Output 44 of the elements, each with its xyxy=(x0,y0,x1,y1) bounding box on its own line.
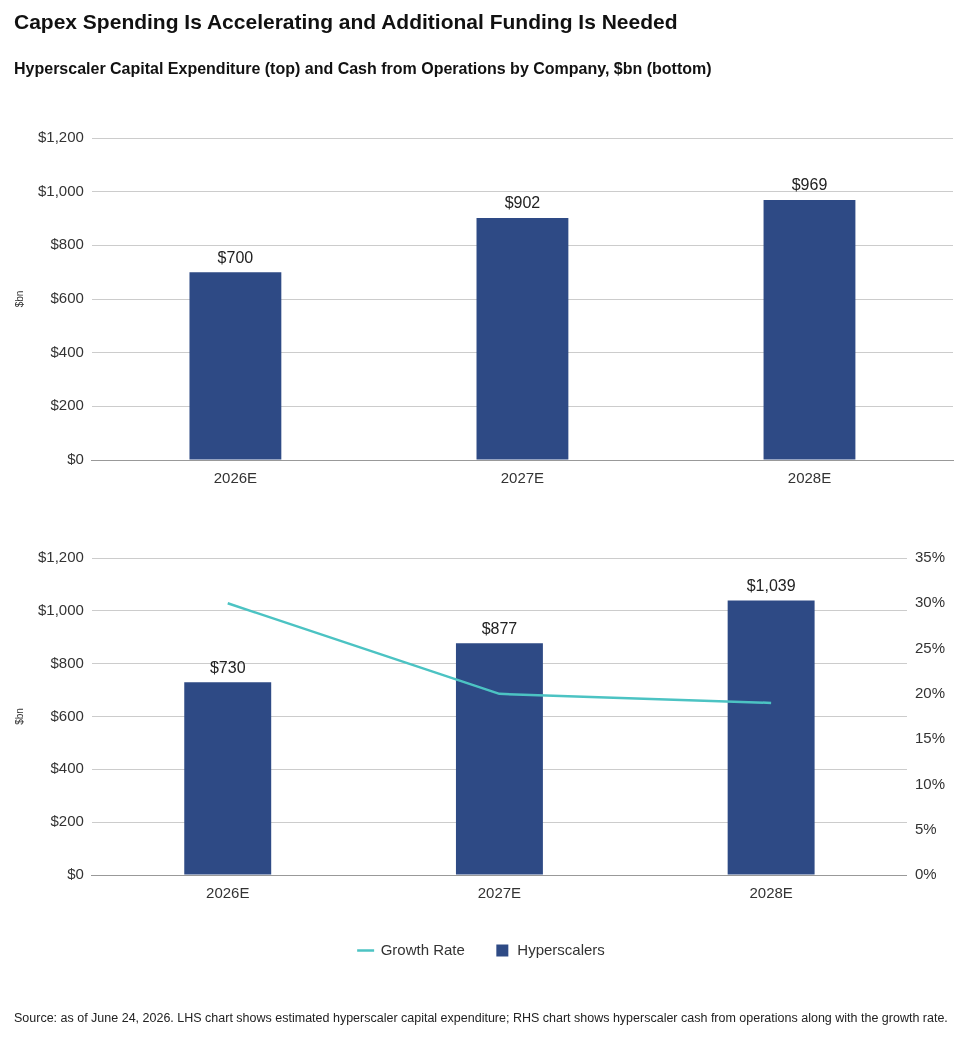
y-axis-title: $bn xyxy=(13,708,25,725)
y2-tick-label: 20% xyxy=(914,684,946,701)
y2-tick-label: 0% xyxy=(914,865,937,883)
y2-tick-label: 5% xyxy=(914,819,937,837)
x-tick-label: 2028E xyxy=(787,469,832,487)
y2-tick-label: 10% xyxy=(914,774,946,792)
y-tick-label: $600 xyxy=(50,289,84,307)
bar xyxy=(455,643,543,875)
data-label: $1,039 xyxy=(746,576,796,594)
x-tick-label: 2026E xyxy=(213,469,258,487)
legend-label: Hyperscalers xyxy=(517,940,605,958)
y-tick-label: $1,000 xyxy=(37,600,84,618)
data-label: $877 xyxy=(481,619,518,637)
y-tick-label: $0 xyxy=(67,450,84,468)
y-tick-label: $200 xyxy=(50,396,84,414)
y2-tick-label: 30% xyxy=(914,593,946,611)
y-tick-label: $1,000 xyxy=(37,181,84,199)
y-tick-label: $1,200 xyxy=(37,128,84,146)
y2-tick-label: 15% xyxy=(914,729,946,747)
y-tick-label: $800 xyxy=(50,653,84,671)
bar xyxy=(184,682,272,875)
source-note: Source: as of June 24, 2026. LHS chart shows estimated hyperscaler capital expenditure; RHS chart shows hyperscaler cash from operations along with the growth rate. xyxy=(14,1010,949,1027)
y-tick-label: $0 xyxy=(67,865,84,883)
chart-subtitle: Hyperscaler Capital Expenditure (top) and Cash from Operations by Company, $bn (bottom) xyxy=(14,60,713,78)
bar xyxy=(727,600,815,875)
y-tick-label: $1,200 xyxy=(37,548,84,566)
y2-tick-label: 35% xyxy=(914,548,946,566)
data-label: $969 xyxy=(791,176,828,194)
chart-title: Capex Spending Is Accelerating and Additional Funding Is Needed xyxy=(14,10,679,34)
data-label: $700 xyxy=(217,248,254,266)
x-tick-label: 2027E xyxy=(500,469,545,487)
y-tick-label: $400 xyxy=(50,342,84,360)
x-tick-label: 2027E xyxy=(477,884,522,902)
y-tick-label: $800 xyxy=(50,235,84,253)
data-label: $902 xyxy=(504,194,541,212)
y-axis-title: $bn xyxy=(13,290,25,308)
y-tick-label: $200 xyxy=(50,812,84,830)
y-tick-label: $400 xyxy=(50,759,84,777)
legend-label: Growth Rate xyxy=(380,940,465,958)
x-tick-label: 2026E xyxy=(206,884,250,902)
y-tick-label: $600 xyxy=(50,706,84,724)
y2-tick-label: 25% xyxy=(914,638,946,656)
x-tick-label: 2028E xyxy=(749,884,793,902)
data-label: $730 xyxy=(209,658,246,676)
